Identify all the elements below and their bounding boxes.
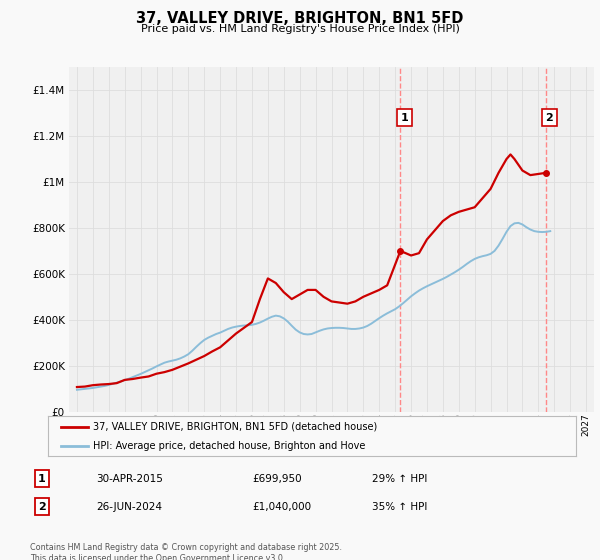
Text: £1,040,000: £1,040,000	[252, 502, 311, 512]
Text: £699,950: £699,950	[252, 474, 302, 484]
Text: 2: 2	[545, 113, 553, 123]
Text: 26-JUN-2024: 26-JUN-2024	[96, 502, 162, 512]
Text: 30-APR-2015: 30-APR-2015	[96, 474, 163, 484]
Text: Price paid vs. HM Land Registry's House Price Index (HPI): Price paid vs. HM Land Registry's House …	[140, 24, 460, 34]
Text: 1: 1	[401, 113, 409, 123]
Text: 37, VALLEY DRIVE, BRIGHTON, BN1 5FD (detached house): 37, VALLEY DRIVE, BRIGHTON, BN1 5FD (det…	[93, 422, 377, 432]
Text: 29% ↑ HPI: 29% ↑ HPI	[372, 474, 427, 484]
Text: HPI: Average price, detached house, Brighton and Hove: HPI: Average price, detached house, Brig…	[93, 441, 365, 450]
Text: 37, VALLEY DRIVE, BRIGHTON, BN1 5FD: 37, VALLEY DRIVE, BRIGHTON, BN1 5FD	[136, 11, 464, 26]
Text: 35% ↑ HPI: 35% ↑ HPI	[372, 502, 427, 512]
Text: 1: 1	[38, 474, 46, 484]
Text: Contains HM Land Registry data © Crown copyright and database right 2025.
This d: Contains HM Land Registry data © Crown c…	[30, 543, 342, 560]
Text: 2: 2	[38, 502, 46, 512]
